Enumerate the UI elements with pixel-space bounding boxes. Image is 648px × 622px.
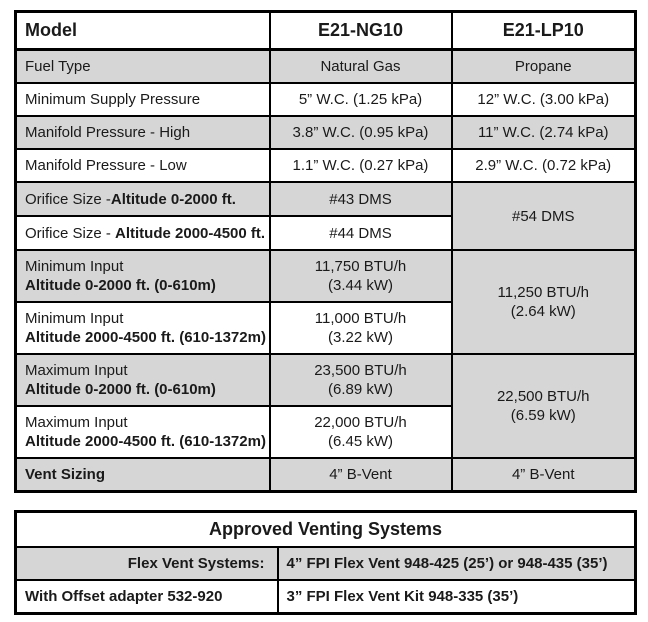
table-row-offset-adapter: With Offset adapter 532-920 3” FPI Flex … [14, 579, 637, 615]
row-label: Manifold Pressure - Low [14, 148, 271, 183]
ng10-value: #44 DMS [268, 215, 453, 251]
value-line1: 11,750 BTU/h [314, 258, 407, 275]
approved-venting-table: Approved Venting Systems Flex Vent Syste… [14, 510, 637, 615]
value-line1: 11,250 BTU/h [497, 284, 589, 301]
row-label: Manifold Pressure - High [14, 115, 271, 150]
row-label: Fuel Type [14, 48, 271, 84]
row-label: Maximum Input Altitude 0-2000 ft. (0-610… [14, 353, 271, 407]
ng10-value: Natural Gas [268, 48, 453, 84]
model-spec-section: Model E21-NG10 E21-LP10 Fuel Type Natura… [14, 10, 637, 493]
table-row-min-input-low-altitude: Minimum Input Altitude 0-2000 ft. (0-610… [14, 249, 637, 355]
table-row-vent-sizing: Vent Sizing 4” B-Vent 4” B-Vent [14, 457, 637, 493]
spec-header-row: Model E21-NG10 E21-LP10 [14, 10, 637, 51]
row-label: Orifice Size - Altitude 2000-4500 ft. [14, 215, 271, 251]
label-line1: Minimum Input [25, 258, 124, 275]
approved-venting-section: Approved Venting Systems Flex Vent Syste… [14, 510, 637, 615]
ng10-value: 22,000 BTU/h (6.45 kW) [268, 405, 453, 459]
label-bold-text: Altitude 2000-4500 ft. [115, 224, 266, 242]
lp10-merged-value: 11,250 BTU/h (2.64 kW) [450, 249, 637, 355]
table-row-orifice-high-altitude: Orifice Size - Altitude 2000-4500 ft. #4… [14, 215, 636, 251]
row-label: With Offset adapter 532-920 [14, 579, 279, 615]
ng10-value: 11,000 BTU/h (3.22 kW) [268, 301, 453, 355]
table-row-orifice-low-altitude: Orifice Size -Altitude 0-2000 ft. #43 DM… [14, 181, 637, 251]
label-line2: Altitude 0-2000 ft. (0-610m) [25, 277, 216, 294]
value-line2: (6.45 kW) [327, 433, 393, 450]
ng10-value: #43 DMS [268, 181, 453, 217]
ng10-value: 11,750 BTU/h (3.44 kW) [268, 249, 453, 303]
ng10-value: 5” W.C. (1.25 kPa) [268, 82, 453, 117]
value-line2: (6.59 kW) [510, 407, 576, 424]
table-row-max-input-low-altitude: Maximum Input Altitude 0-2000 ft. (0-610… [14, 353, 637, 459]
table-row-min-input-high-altitude: Minimum Input Altitude 2000-4500 ft. (61… [14, 301, 636, 355]
table-row-min-supply-pressure: Minimum Supply Pressure 5” W.C. (1.25 kP… [14, 82, 637, 117]
row-label: Vent Sizing [14, 457, 271, 493]
label-line2: Altitude 2000-4500 ft. (610-1372m) [25, 433, 266, 450]
value-line1: 23,500 BTU/h [314, 362, 407, 379]
venting-table-title: Approved Venting Systems [14, 510, 637, 548]
row-label: Minimum Supply Pressure [14, 82, 271, 117]
row-value: 3” FPI Flex Vent Kit 948-335 (35’) [276, 579, 637, 615]
value-line1: 11,000 BTU/h [314, 310, 407, 327]
table-row-fuel-type: Fuel Type Natural Gas Propane [14, 48, 637, 84]
lp10-value: 4” B-Vent [450, 457, 637, 493]
ng10-value: 3.8” W.C. (0.95 kPa) [268, 115, 453, 150]
model-spec-table: Model E21-NG10 E21-LP10 Fuel Type Natura… [14, 10, 637, 493]
ng10-value: 4” B-Vent [268, 457, 453, 493]
row-label: Minimum Input Altitude 0-2000 ft. (0-610… [14, 249, 271, 303]
spec-sheet-page: Model E21-NG10 E21-LP10 Fuel Type Natura… [14, 10, 637, 615]
table-row-max-input-high-altitude: Maximum Input Altitude 2000-4500 ft. (61… [14, 405, 636, 459]
value-line2: (3.44 kW) [327, 277, 393, 294]
value-line2: (2.64 kW) [510, 303, 576, 320]
row-label: Maximum Input Altitude 2000-4500 ft. (61… [14, 405, 271, 459]
label-line1: Minimum Input [25, 310, 124, 327]
lp10-value: 11” W.C. (2.74 kPa) [450, 115, 637, 150]
table-row-manifold-high: Manifold Pressure - High 3.8” W.C. (0.95… [14, 115, 637, 150]
lp10-value: Propane [450, 48, 637, 84]
ng10-value: 23,500 BTU/h (6.89 kW) [268, 353, 453, 407]
table-row-manifold-low: Manifold Pressure - Low 1.1” W.C. (0.27 … [14, 148, 637, 183]
row-label: Minimum Input Altitude 2000-4500 ft. (61… [14, 301, 271, 355]
lp10-column-header: E21-LP10 [450, 10, 637, 51]
lp10-value: 2.9” W.C. (0.72 kPa) [450, 148, 637, 183]
lp10-merged-value: 22,500 BTU/h (6.59 kW) [450, 353, 637, 459]
value-line1: 22,000 BTU/h [314, 414, 407, 431]
label-line2: Altitude 0-2000 ft. (0-610m) [25, 381, 216, 398]
ng10-column-header: E21-NG10 [268, 10, 453, 51]
label-bold-text: Altitude 0-2000 ft. [110, 190, 236, 208]
label-line1: Maximum Input [25, 414, 128, 431]
row-label: Flex Vent Systems: [14, 546, 279, 581]
table-row-flex-vent-systems: Flex Vent Systems: 4” FPI Flex Vent 948-… [14, 546, 637, 581]
ng10-value: 1.1” W.C. (0.27 kPa) [268, 148, 453, 183]
row-value: 4” FPI Flex Vent 948-425 (25’) or 948-43… [276, 546, 637, 581]
value-line2: (3.22 kW) [327, 329, 393, 346]
value-line2: (6.89 kW) [327, 381, 393, 398]
value-line1: 22,500 BTU/h [496, 388, 590, 405]
model-column-header: Model [14, 10, 271, 51]
label-text: Orifice Size - [25, 224, 116, 242]
label-text: Orifice Size - [25, 190, 111, 208]
lp10-value: 12” W.C. (3.00 kPa) [450, 82, 637, 117]
lp10-merged-value: #54 DMS [450, 181, 637, 251]
label-line2: Altitude 2000-4500 ft. (610-1372m) [25, 329, 266, 346]
label-line1: Maximum Input [25, 362, 128, 379]
row-label: Orifice Size -Altitude 0-2000 ft. [14, 181, 271, 217]
venting-header-row: Approved Venting Systems [14, 510, 637, 548]
